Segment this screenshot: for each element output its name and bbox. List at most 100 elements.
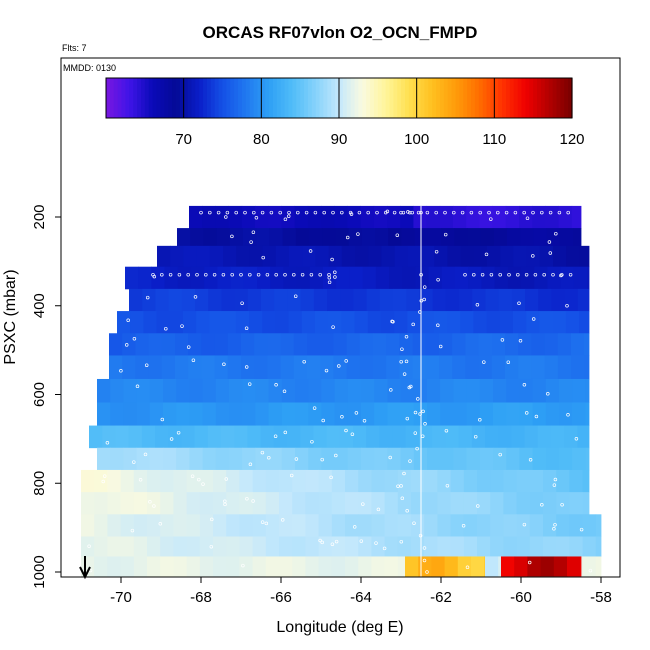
observation-point [531,210,535,215]
heatmap-cell [447,311,461,334]
observation-point [565,303,569,308]
heatmap-cell [265,514,280,537]
heatmap-cell [260,425,275,449]
heatmap-cell [215,402,230,426]
heatmap-cell [239,514,253,537]
heatmap-cell [320,333,334,356]
heatmap-cell [307,205,322,229]
observation-point [302,359,306,364]
observation-point [566,210,570,215]
heatmap-cell [441,228,455,247]
observation-point [197,477,201,482]
heatmap-cell [292,492,306,515]
heatmap-cell [148,355,163,380]
heatmap-cell [279,492,293,515]
colorbar-swatch [377,78,383,118]
observation-point [399,539,404,544]
colorbar-swatch [490,78,495,118]
heatmap-cell [321,402,335,426]
colorbar-swatch [144,78,150,118]
heatmap-cell [373,355,387,380]
observation-point [445,483,450,488]
observation-point [522,522,527,527]
observation-point [221,272,226,277]
heatmap-cell [465,333,479,356]
observation-point [553,477,558,482]
heatmap-cell [202,378,217,403]
observation-point [318,538,322,543]
heatmap-cell-surface [444,556,459,577]
heatmap-cell [505,355,519,380]
heatmap-cell [439,333,453,356]
heatmap-cell [447,245,461,268]
heatmap-cell [307,355,321,380]
heatmap-cell [388,228,402,247]
heatmap-cell [413,205,427,229]
heatmap-cell [460,245,475,268]
heatmap-cell [186,469,201,493]
heatmap-cell [358,536,372,557]
heatmap-cell [547,266,561,290]
observation-point [101,479,105,484]
colorbar-swatch [397,78,402,118]
heatmap-cell [228,205,243,229]
colorbar-swatch [133,78,138,118]
heatmap-cell [359,355,374,380]
heatmap-cell [102,425,116,449]
heatmap-cell [367,311,382,334]
observation-point [322,210,326,215]
observation-point [158,522,163,526]
observation-point [384,210,388,215]
heatmap-cell [424,492,438,515]
heatmap-cell [94,469,108,493]
observation-point [551,272,555,277]
observation-point [274,383,278,387]
observation-point [546,392,550,396]
heatmap-cell [520,228,534,247]
observation-point [416,210,421,215]
heatmap-cell [115,425,129,449]
heatmap-cell [450,536,465,557]
heatmap-cell [222,311,237,334]
observation-point [320,457,324,462]
colorbar-swatch [168,78,173,118]
heatmap-cell [524,425,539,449]
heatmap-cell [196,311,210,334]
heatmap-cell [450,469,465,493]
heatmap-cell [441,266,456,290]
heatmap-cell [347,378,362,403]
heatmap-cell [516,536,531,557]
heatmap-cell [239,492,253,515]
heatmap-cell [450,492,465,515]
heatmap-cell [275,245,290,268]
heatmap-cell [452,355,466,380]
heatmap-cell [136,447,151,471]
heatmap-cell [486,311,501,334]
colorbar-swatch [568,78,573,118]
heatmap-cell [247,425,261,449]
heatmap-cell [301,311,316,334]
observation-point [278,210,282,215]
heatmap-cell [505,205,520,229]
observation-point [224,477,229,481]
heatmap-cell [532,205,546,229]
heatmap-cell [149,378,164,403]
colorbar-swatch [474,78,480,118]
observation-point [294,457,299,461]
heatmap-cell [331,536,346,557]
heatmap-cell [110,378,124,403]
heatmap-cell [94,556,108,577]
heatmap-cell [361,402,375,426]
colorbar-swatch [206,78,212,118]
heatmap-cell [280,355,295,380]
heatmap-cell [516,469,531,493]
heatmap-cell [463,492,478,515]
observation-point [256,272,261,277]
observation-point [240,301,244,305]
heatmap-cell [183,245,197,268]
heatmap-cell [529,492,544,515]
observation-point [269,210,274,215]
heatmap-cell [120,469,135,493]
observation-point [548,251,553,255]
observation-point [469,210,474,215]
